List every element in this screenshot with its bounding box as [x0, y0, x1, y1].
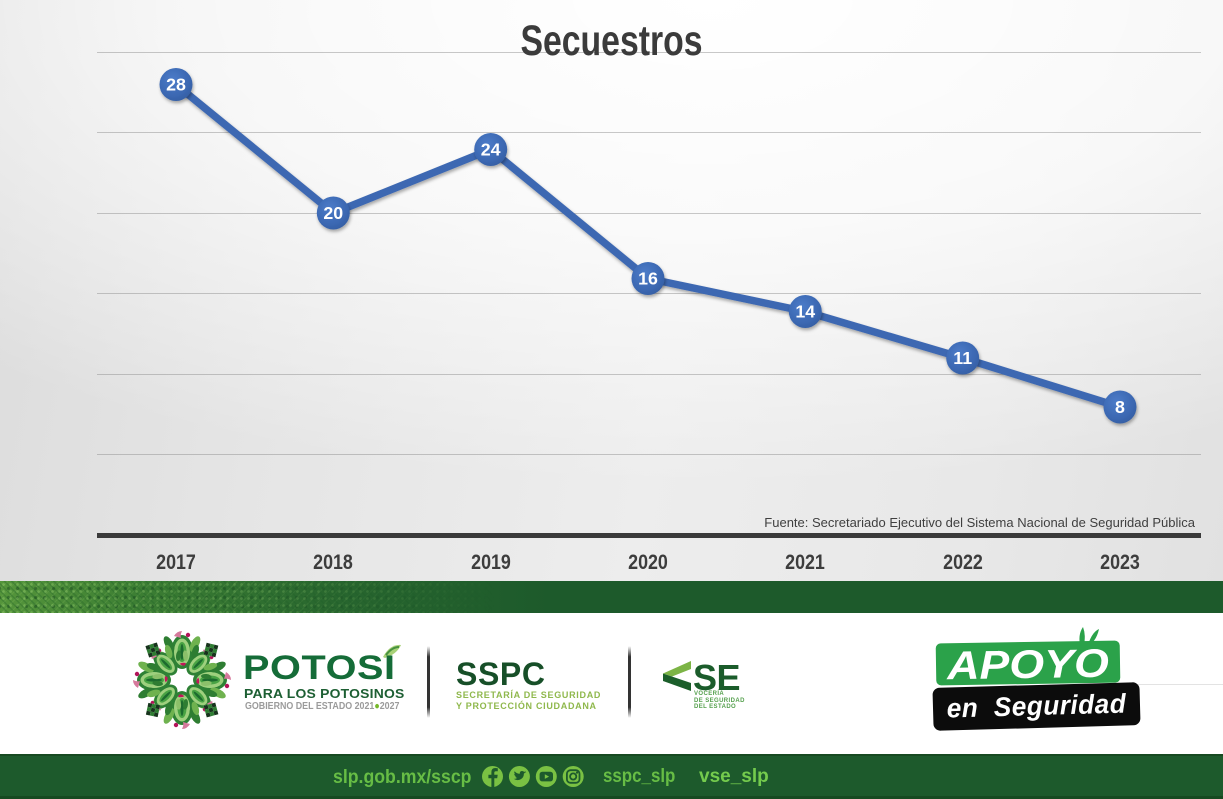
svg-text:8: 8 [1115, 397, 1125, 417]
svg-text:16: 16 [638, 269, 658, 289]
svg-text:20: 20 [323, 203, 343, 223]
svg-text:11: 11 [953, 348, 972, 368]
svg-text:14: 14 [795, 302, 815, 322]
svg-text:28: 28 [166, 75, 186, 95]
svg-text:24: 24 [481, 140, 501, 160]
